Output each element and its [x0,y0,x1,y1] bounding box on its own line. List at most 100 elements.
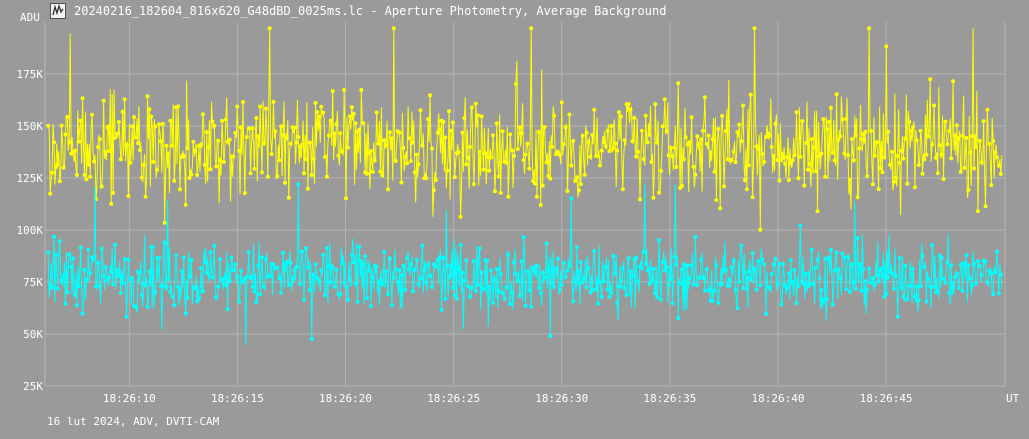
data-point [69,264,74,269]
data-point [769,144,774,149]
data-point [578,260,583,264]
data-point [347,277,352,282]
data-point [235,274,240,279]
data-point [723,129,728,133]
data-point [527,288,532,293]
data-point [389,303,394,308]
data-point [410,140,415,145]
data-point [920,253,925,258]
data-point [504,160,509,165]
data-point [655,140,660,145]
data-point [74,303,79,308]
data-point [103,265,108,269]
data-point [311,156,316,161]
data-point [510,148,515,153]
data-point [781,155,786,160]
data-point [975,259,980,264]
data-point [867,26,872,31]
data-point [743,178,747,183]
data-point [857,262,862,266]
data-point [357,244,362,249]
series-line [47,28,1003,230]
series-target [46,26,1003,232]
data-point [819,151,824,156]
data-point [424,280,429,285]
data-point [622,138,627,143]
data-point [305,186,310,191]
data-point [901,294,906,299]
data-point [99,184,104,189]
data-point [630,274,635,279]
data-point [563,125,568,130]
data-point [617,110,621,115]
data-point [563,275,568,280]
data-point [785,155,789,160]
data-point [722,184,726,189]
data-point [775,158,780,162]
data-point [592,107,597,112]
data-point [901,156,906,161]
data-point [674,165,679,170]
data-point [78,118,83,123]
data-point [426,263,431,267]
data-point [533,181,537,186]
data-point [344,285,348,289]
data-point [968,150,973,155]
data-point [555,149,560,154]
data-point [246,250,251,255]
data-point [256,134,261,139]
x-tick-label: 18:26:40 [751,392,804,405]
data-point [380,173,385,178]
data-point [670,154,675,159]
data-point [548,334,553,338]
data-point [828,105,833,110]
data-point [691,164,696,169]
data-point [903,264,908,268]
data-point [183,311,188,316]
data-point [702,288,707,293]
data-point [487,285,492,290]
data-point [286,195,291,200]
data-point [405,161,410,166]
data-point [870,276,875,281]
series-background [46,182,1003,346]
data-point [575,245,579,250]
data-point [737,280,742,284]
data-point [930,242,935,247]
data-point [964,253,969,258]
data-point [50,285,55,290]
data-point [139,293,144,298]
data-point [777,261,782,266]
data-point [788,161,793,166]
data-point [359,259,364,264]
data-point [237,299,242,304]
chart-axis-labels: 25K 50K 75K 100K 125K 150K 175K 18:26:10 18:26:1… [17,68,913,405]
data-point [666,282,671,287]
data-point [466,284,471,289]
data-point [618,278,623,283]
data-point [248,275,253,280]
data-point [164,285,169,290]
data-point [752,26,757,31]
data-point [426,117,431,122]
data-point [561,142,566,147]
data-point [536,130,541,134]
data-point [281,250,285,255]
data-point [809,247,814,252]
data-point [151,245,156,250]
data-point [422,267,427,272]
data-point [300,249,305,254]
data-point [113,242,118,247]
data-point [773,121,778,126]
data-point [859,288,864,293]
data-point [849,137,854,141]
data-point [613,141,618,146]
data-point [611,254,616,258]
data-point [842,255,847,260]
data-point [479,270,484,275]
data-point [521,235,526,240]
data-point [494,266,499,271]
data-point [160,121,165,126]
data-point [92,256,97,261]
data-point [945,260,950,265]
